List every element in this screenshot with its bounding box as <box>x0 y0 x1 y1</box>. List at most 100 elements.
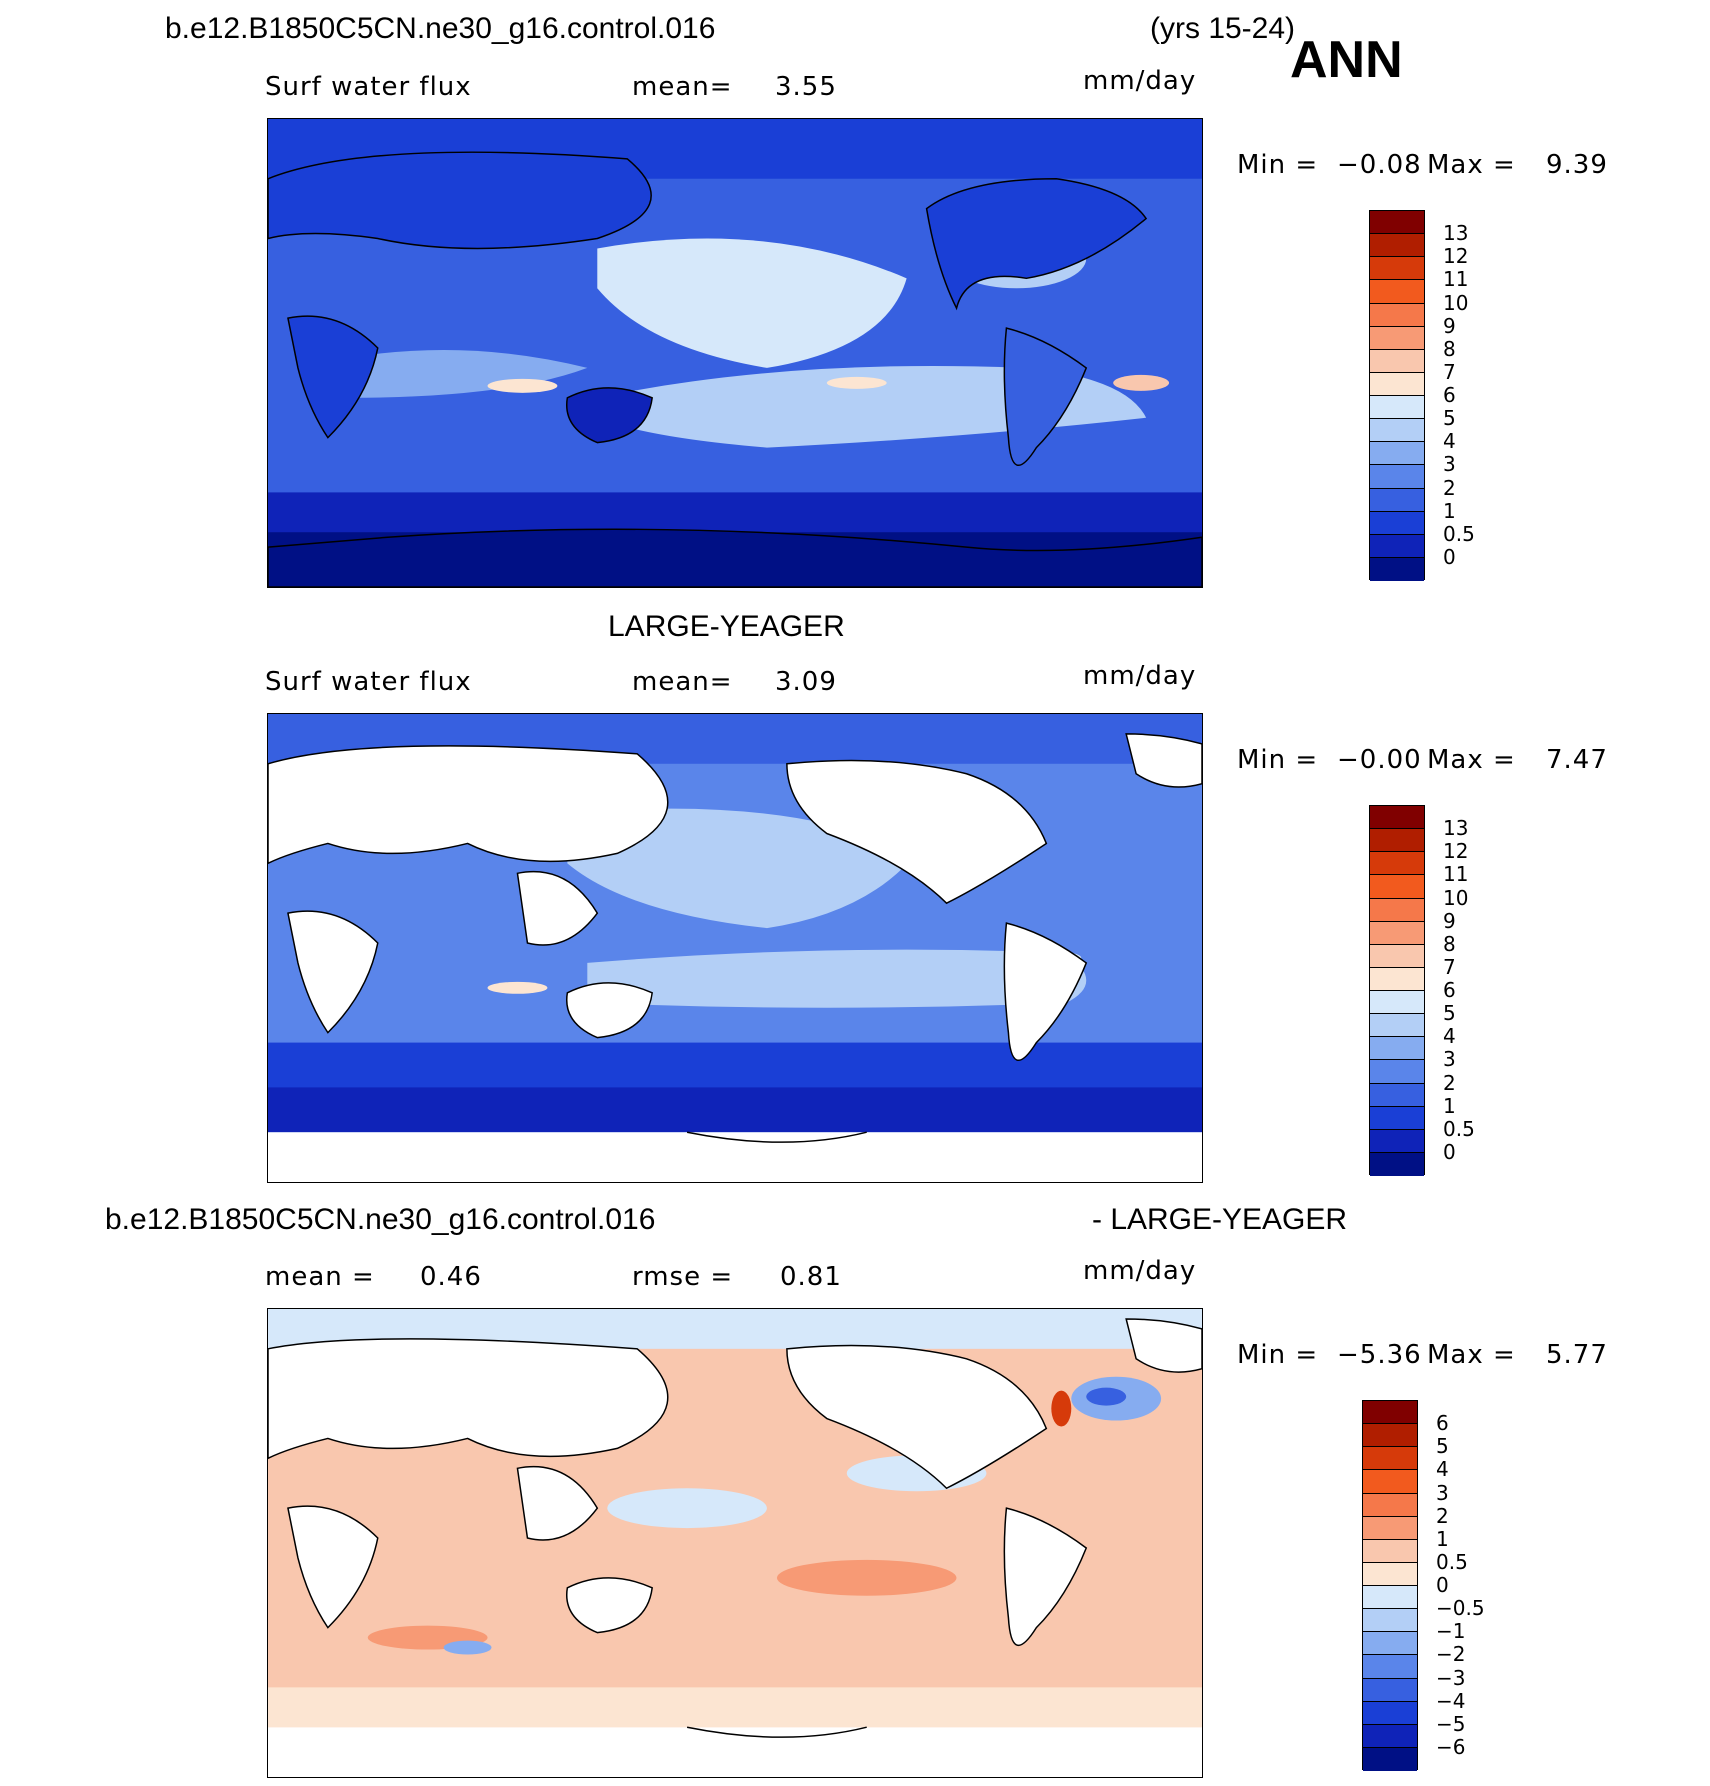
colorbar-tick-label: 11 <box>1443 267 1469 292</box>
colorbar-swatch <box>1370 396 1424 420</box>
colorbar-swatch <box>1370 419 1424 443</box>
colorbar-swatch <box>1363 1724 1417 1748</box>
colorbar-swatch <box>1370 349 1424 373</box>
colorbar-tick-label: 2 <box>1436 1503 1449 1528</box>
colorbar-tick-label: 5 <box>1436 1434 1449 1459</box>
colorbar-swatch <box>1363 1424 1417 1448</box>
colorbar-tick-label: 7 <box>1443 359 1456 384</box>
colorbar-swatch <box>1363 1678 1417 1702</box>
panel3-min-label: Min = <box>1237 1340 1319 1370</box>
colorbar-swatch <box>1363 1747 1417 1771</box>
colorbar-swatch <box>1370 991 1424 1015</box>
panel2-max-value: 7.47 <box>1546 745 1608 775</box>
colorbar-tick-label: 10 <box>1443 885 1469 910</box>
panel1-max-label: Max = <box>1427 150 1516 180</box>
colorbar-swatch <box>1370 852 1424 876</box>
colorbar-swatch <box>1370 1014 1424 1038</box>
colorbar-tick-label: −0.5 <box>1436 1596 1485 1621</box>
colorbar-tick-label: 4 <box>1443 1024 1456 1049</box>
colorbar-tick-label: 12 <box>1443 839 1469 864</box>
colorbar-swatch <box>1363 1447 1417 1471</box>
panel3-mean-value: 0.46 <box>420 1262 482 1292</box>
colorbar-tick-label: 3 <box>1443 452 1456 477</box>
colorbar-swatch <box>1370 1037 1424 1061</box>
colorbar-tick-label: 12 <box>1443 244 1469 269</box>
colorbar-tick-label: 13 <box>1443 221 1469 246</box>
colorbar-swatch <box>1370 557 1424 581</box>
colorbar-tick-label: 0.5 <box>1436 1549 1468 1574</box>
colorbar-tick-label: 6 <box>1443 978 1456 1002</box>
panel1-mean-value: 3.55 <box>775 72 837 102</box>
panel3-max-label: Max = <box>1427 1340 1516 1370</box>
panel2-min-value: −0.00 <box>1337 745 1422 775</box>
colorbar-tick-label: 0 <box>1443 544 1456 569</box>
panel1-variable-label: Surf water flux <box>265 72 472 102</box>
colorbar-tick-label: 0.5 <box>1443 1116 1475 1141</box>
case-title: b.e12.B1850C5CN.ne30_g16.control.016 <box>165 12 716 45</box>
season-label: ANN <box>1290 31 1403 89</box>
colorbar-tick-label: 0 <box>1436 1573 1449 1597</box>
colorbar-swatch <box>1363 1701 1417 1725</box>
colorbar-tick-label: 6 <box>1443 383 1456 407</box>
colorbar-swatch <box>1363 1516 1417 1540</box>
colorbar-tick-label: 6 <box>1436 1411 1449 1436</box>
panel2-map-svg <box>268 714 1202 1182</box>
colorbar-swatch <box>1363 1493 1417 1517</box>
colorbar-swatch <box>1370 211 1424 235</box>
colorbar-swatch <box>1370 280 1424 304</box>
colorbar-swatch <box>1363 1401 1417 1425</box>
colorbar-swatch <box>1370 829 1424 853</box>
colorbar-tick-label: −3 <box>1436 1665 1466 1690</box>
colorbar-tick-label: −1 <box>1436 1619 1466 1644</box>
panel3-rmse-value: 0.81 <box>780 1262 842 1292</box>
colorbar-swatch <box>1370 372 1424 396</box>
colorbar-swatch <box>1370 257 1424 281</box>
panel3-title-left: b.e12.B1850C5CN.ne30_g16.control.016 <box>105 1203 656 1236</box>
colorbar-tick-label: 3 <box>1436 1480 1449 1505</box>
panel3-mean-label: mean = <box>265 1262 375 1292</box>
colorbar-tick-label: 5 <box>1443 1001 1456 1026</box>
colorbar-tick-label: 5 <box>1443 406 1456 431</box>
colorbar-swatch <box>1370 806 1424 830</box>
colorbar-tick-label: 2 <box>1443 475 1456 500</box>
panel3-colorbar <box>1362 1400 1418 1771</box>
colorbar-swatch <box>1370 967 1424 991</box>
colorbar-tick-label: 2 <box>1443 1070 1456 1095</box>
panel2-title: LARGE-YEAGER <box>608 610 845 643</box>
colorbar-swatch <box>1370 875 1424 899</box>
colorbar-swatch <box>1370 534 1424 558</box>
colorbar-swatch <box>1363 1562 1417 1586</box>
colorbar-swatch <box>1363 1539 1417 1563</box>
panel1-mean-label: mean= <box>632 72 733 102</box>
colorbar-swatch <box>1370 234 1424 258</box>
colorbar-swatch <box>1370 511 1424 535</box>
colorbar-tick-label: 1 <box>1443 498 1456 523</box>
colorbar-swatch <box>1370 1083 1424 1107</box>
colorbar-swatch <box>1370 921 1424 945</box>
colorbar-tick-label: 8 <box>1443 931 1456 956</box>
panel2-colorbar <box>1369 805 1425 1176</box>
panel3-map <box>267 1308 1203 1778</box>
colorbar-tick-label: 3 <box>1443 1047 1456 1072</box>
panel3-title-right: - LARGE-YEAGER <box>1092 1203 1348 1236</box>
colorbar-tick-label: −4 <box>1436 1688 1466 1713</box>
colorbar-swatch <box>1370 944 1424 968</box>
colorbar-swatch <box>1370 1152 1424 1176</box>
panel1-map-svg <box>268 119 1202 587</box>
colorbar-tick-label: 9 <box>1443 313 1456 338</box>
colorbar-swatch <box>1370 898 1424 922</box>
colorbar-tick-label: 9 <box>1443 908 1456 933</box>
colorbar-tick-label: 10 <box>1443 290 1469 315</box>
colorbar-tick-label: −2 <box>1436 1642 1466 1667</box>
colorbar-swatch <box>1370 442 1424 466</box>
panel2-map <box>267 713 1203 1183</box>
panel3-map-svg <box>268 1309 1202 1777</box>
panel2-mean-label: mean= <box>632 667 733 697</box>
colorbar-tick-label: 11 <box>1443 862 1469 887</box>
panel2-max-label: Max = <box>1427 745 1516 775</box>
panel2-units: mm/day <box>1083 661 1197 691</box>
panel2-min-label: Min = <box>1237 745 1319 775</box>
colorbar-swatch <box>1370 488 1424 512</box>
panel1-min-value: −0.08 <box>1337 150 1422 180</box>
colorbar-tick-label: 4 <box>1443 429 1456 454</box>
